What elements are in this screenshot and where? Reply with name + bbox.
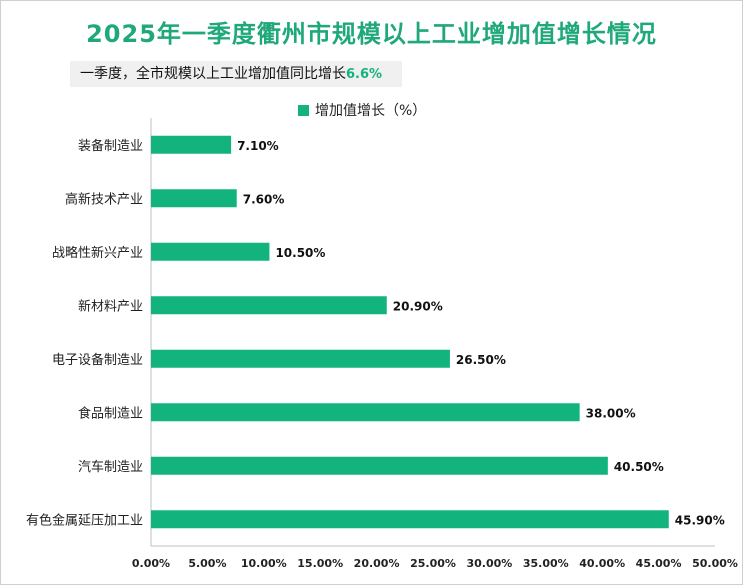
- chart-title: 2025年一季度衢州市规模以上工业增加值增长情况: [86, 20, 657, 48]
- category-label: 新材料产业: [78, 298, 143, 314]
- value-label: 20.90%: [393, 299, 443, 313]
- category-label: 装备制造业: [78, 138, 143, 154]
- value-label: 26.50%: [456, 353, 506, 367]
- x-tick-label: 0.00%: [132, 557, 170, 570]
- bar: [151, 135, 232, 154]
- x-tick-label: 20.00%: [354, 557, 400, 570]
- value-label: 7.60%: [243, 192, 285, 206]
- bar: [151, 456, 608, 475]
- x-tick-label: 15.00%: [297, 557, 343, 570]
- category-label: 食品制造业: [78, 405, 143, 421]
- category-label: 电子设备制造业: [52, 352, 143, 368]
- subtitle-value: 6.6%: [346, 67, 383, 82]
- x-tick-label: 45.00%: [636, 557, 682, 570]
- category-label: 战略性新兴产业: [52, 245, 143, 261]
- bar: [151, 349, 450, 368]
- x-tick-label: 30.00%: [466, 557, 512, 570]
- subtitle-box: 一季度，全市规模以上工业增加值同比增长6.6%: [70, 61, 402, 87]
- bar: [151, 510, 669, 529]
- value-label: 45.90%: [675, 513, 725, 527]
- legend-swatch: [298, 104, 309, 116]
- x-tick-label: 50.00%: [692, 557, 738, 570]
- value-label: 7.10%: [237, 139, 279, 153]
- x-tick-label: 35.00%: [523, 557, 569, 570]
- x-tick-label: 10.00%: [241, 557, 287, 570]
- value-label: 40.50%: [614, 460, 664, 474]
- value-label: 38.00%: [586, 406, 636, 420]
- x-tick-label: 40.00%: [579, 557, 625, 570]
- category-label: 高新技术产业: [65, 191, 143, 207]
- category-label: 有色金属延压加工业: [26, 512, 143, 528]
- subtitle-text: 一季度，全市规模以上工业增加值同比增长: [80, 66, 346, 82]
- bar: [151, 189, 237, 208]
- bar: [151, 242, 270, 261]
- bar: [151, 296, 387, 315]
- bar: [151, 403, 580, 422]
- category-label: 汽车制造业: [78, 459, 143, 475]
- legend: 增加值增长（%）: [298, 100, 426, 120]
- x-tick-label: 25.00%: [410, 557, 456, 570]
- x-tick-label: 5.00%: [188, 557, 226, 570]
- legend-label: 增加值增长（%）: [315, 103, 427, 119]
- value-label: 10.50%: [275, 246, 325, 260]
